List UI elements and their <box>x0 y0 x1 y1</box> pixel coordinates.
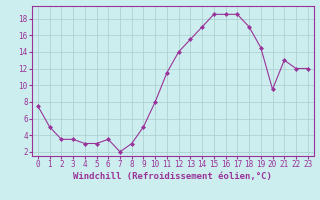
X-axis label: Windchill (Refroidissement éolien,°C): Windchill (Refroidissement éolien,°C) <box>73 172 272 181</box>
